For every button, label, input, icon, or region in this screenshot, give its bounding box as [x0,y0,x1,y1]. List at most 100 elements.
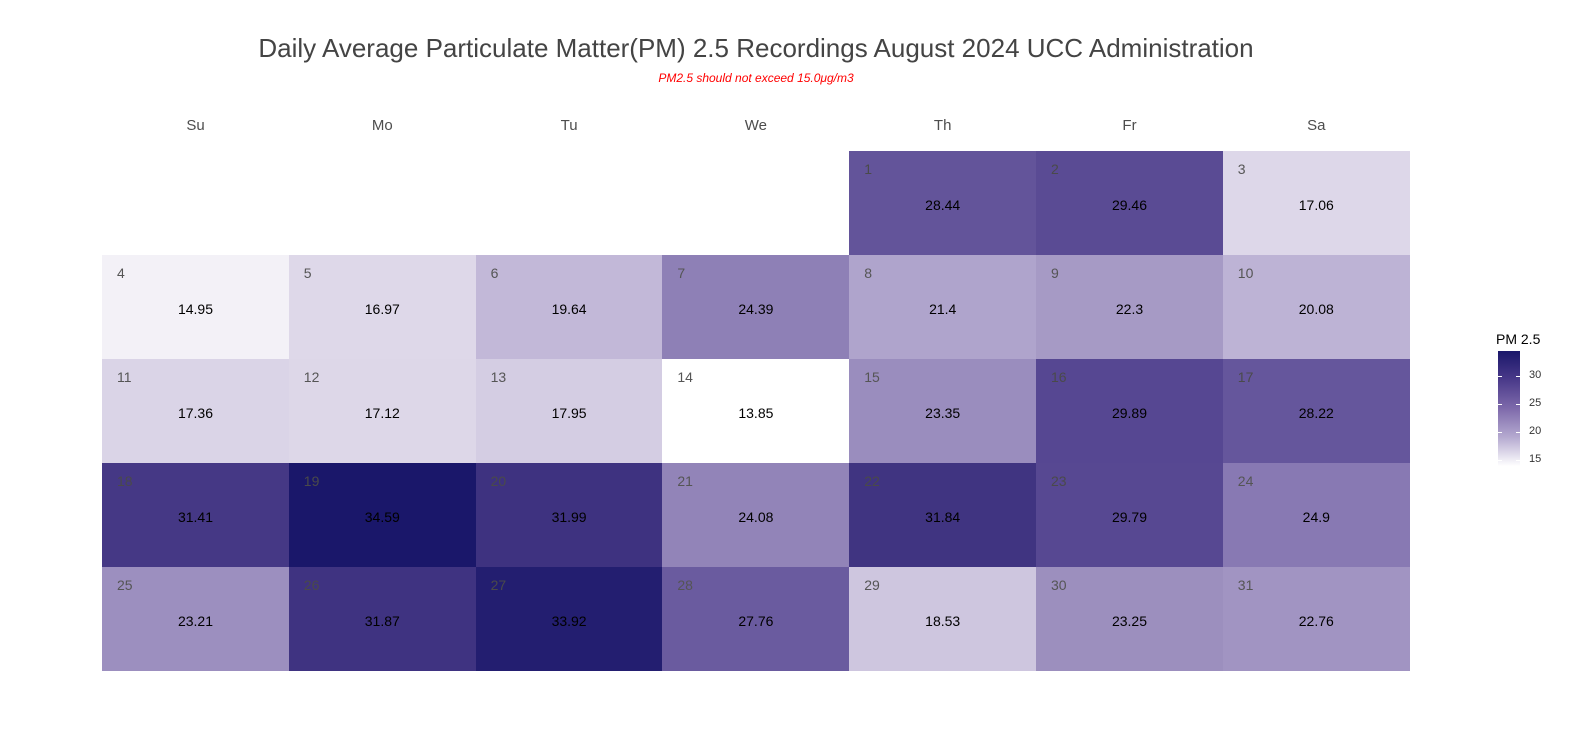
weekday-label-we: We [744,117,767,134]
day-number: 10 [1237,265,1254,281]
day-number: 27 [490,577,507,593]
weekday-label-mo: Mo [371,117,393,134]
day-cell-29: 29 18.53 [849,567,1037,671]
day-value-label: 28.44 [925,197,961,213]
day-number: 11 [117,369,132,385]
day-value-label: 23.25 [1111,613,1148,629]
day-cell-17: 17 28.22 [1222,359,1410,463]
day-number: 8 [864,265,872,281]
day-value-label: 17.95 [551,405,587,421]
day-cell-22: 22 31.84 [849,463,1037,567]
day-cell-9: 9 22.3 [1036,255,1223,359]
day-number: 26 [303,577,320,593]
day-cell-1: 1 28.44 [849,151,1037,255]
day-number: 19 [303,473,320,489]
day-number: 9 [1051,265,1059,281]
day-number: 29 [864,577,880,593]
day-cell-2: 2 29.46 [1036,151,1223,255]
day-cell-20: 20 31.99 [475,463,663,567]
day-number: 1 [864,161,872,177]
day-value-label: 24.08 [738,509,774,525]
day-cell-3: 3 17.06 [1222,151,1410,255]
day-value-label: 34.59 [364,509,400,525]
day-value-label: 13.85 [738,405,774,421]
day-value-label: 19.64 [551,301,587,317]
legend-tick-mark [1498,376,1520,377]
day-number: 22 [864,473,880,489]
day-number: 2 [1051,161,1059,177]
legend-tick-mark [1498,404,1520,405]
day-value-label: 20.08 [1298,301,1334,317]
chart-title: Daily Average Particulate Matter(PM) 2.5… [258,33,1254,63]
day-number: 18 [117,473,133,489]
day-number: 15 [864,369,880,385]
day-value-label: 14.95 [177,301,214,317]
day-value-label: 24.39 [738,301,774,317]
day-cell-7: 7 24.39 [662,255,850,359]
day-cell-15: 15 23.35 [849,359,1037,463]
day-value-label: 23.21 [177,613,214,629]
day-number: 30 [1051,577,1067,593]
weekday-label-tu: Tu [560,117,578,134]
day-value-label: 23.35 [925,405,961,421]
day-cell-24: 24 24.9 [1222,463,1410,567]
day-value-label: 24.9 [1302,509,1330,525]
day-number: 5 [303,265,312,281]
day-number: 25 [117,577,133,593]
day-value-label: 29.89 [1111,405,1148,421]
day-number: 16 [1051,369,1067,385]
day-number: 3 [1237,161,1246,177]
day-value-label: 29.79 [1111,509,1148,525]
chart-subtitle: PM2.5 should not exceed 15.0μg/m3 [658,71,854,85]
legend-tick-label: 30 [1529,369,1542,381]
day-cell-13: 13 17.95 [475,359,663,463]
weekday-label-su: Su [186,117,205,134]
day-cell-8: 8 21.4 [849,255,1037,359]
legend-tick-label: 25 [1529,397,1542,409]
legend-tick-label: 15 [1529,453,1542,465]
day-value-label: 17.36 [177,405,214,421]
day-cell-26: 26 31.87 [288,567,476,671]
day-number: 21 [677,473,693,489]
day-value-label: 21.4 [929,301,957,317]
day-number: 20 [490,473,507,489]
day-cell-5: 5 16.97 [288,255,476,359]
weekday-label-th: Th [933,117,952,134]
day-number: 31 [1237,577,1254,593]
day-value-label: 17.06 [1298,197,1334,213]
weekday-label-fr: Fr [1122,117,1137,134]
day-cell-27: 27 33.92 [475,567,663,671]
day-value-label: 22.3 [1115,301,1144,317]
day-cell-30: 30 23.25 [1036,567,1223,671]
day-value-label: 31.84 [925,509,961,525]
day-value-label: 18.53 [925,613,961,629]
day-cell-31: 31 22.76 [1222,567,1410,671]
day-value-label: 22.76 [1298,613,1334,629]
day-cell-12: 12 17.12 [288,359,476,463]
weekday-label-sa: Sa [1307,117,1326,134]
legend-title: PM 2.5 [1496,331,1541,347]
legend-tick-label: 20 [1529,425,1542,437]
day-cell-4: 4 14.95 [102,255,289,359]
day-cell-10: 10 20.08 [1222,255,1410,359]
day-cell-16: 16 29.89 [1036,359,1223,463]
day-value-label: 16.97 [364,301,400,317]
day-cell-18: 18 31.41 [102,463,289,567]
day-value-label: 28.22 [1298,405,1334,421]
legend-tick-mark [1498,460,1520,461]
day-value-label: 29.46 [1111,197,1148,213]
day-number: 28 [677,577,693,593]
day-cell-21: 21 24.08 [662,463,850,567]
day-number: 23 [1051,473,1067,489]
day-number: 17 [1237,369,1254,385]
day-number: 6 [490,265,499,281]
day-value-label: 31.87 [364,613,400,629]
day-cell-11: 11 17.36 [102,359,289,463]
day-number: 4 [117,265,125,281]
day-value-label: 31.41 [177,509,214,525]
day-number: 12 [303,369,320,385]
day-number: 7 [677,265,686,281]
day-number: 13 [490,369,507,385]
day-value-label: 27.76 [738,613,774,629]
day-value-label: 33.92 [551,613,587,629]
